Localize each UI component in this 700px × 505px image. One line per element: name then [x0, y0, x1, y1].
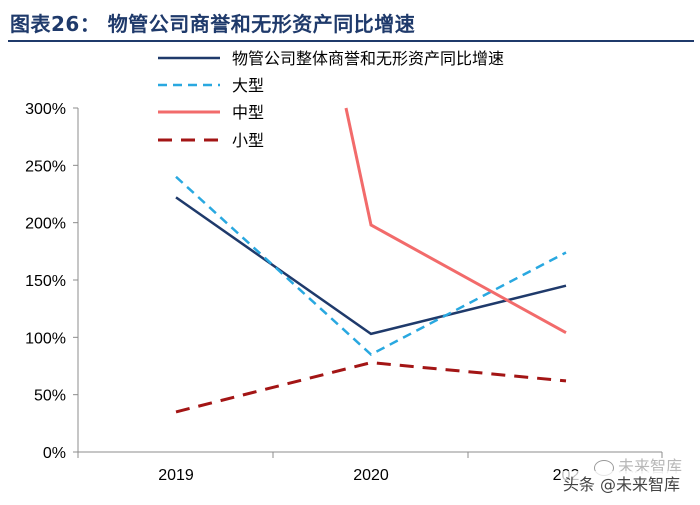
watermark: 未来智库 头条 @未来智库 [532, 453, 682, 495]
series-line-2 [344, 107, 567, 335]
x-tick-label: 2020 [353, 467, 389, 484]
legend-label-3: 小型 [232, 131, 264, 150]
series-line-1 [175, 175, 567, 357]
y-tick-label: 100% [25, 330, 66, 347]
chart-axes: 0%50%100%150%200%250%300%20192020202 [25, 101, 663, 484]
y-tick-label: 150% [25, 273, 66, 290]
y-tick-label: 50% [34, 388, 66, 405]
legend-label-1: 大型 [232, 76, 264, 95]
y-tick-label: 250% [25, 158, 66, 175]
y-tick-label: 200% [25, 216, 66, 233]
watermark-source: 头条 @未来智库 [560, 471, 682, 495]
figure-title: 图表26： 物管公司商誉和无形资产同比增速 [10, 12, 416, 36]
series-line-0 [175, 196, 567, 336]
legend-label-2: 中型 [232, 103, 264, 122]
figure-header: 图表26： 物管公司商誉和无形资产同比增速 [0, 0, 700, 42]
y-tick-label: 0% [43, 445, 66, 462]
legend-label-0: 物管公司整体商誉和无形资产同比增速 [232, 49, 504, 68]
x-tick-label: 2019 [158, 467, 194, 484]
chart-series [175, 107, 567, 414]
series-line-3 [175, 361, 567, 414]
y-tick-label: 300% [25, 101, 66, 118]
header-rule [8, 40, 694, 42]
